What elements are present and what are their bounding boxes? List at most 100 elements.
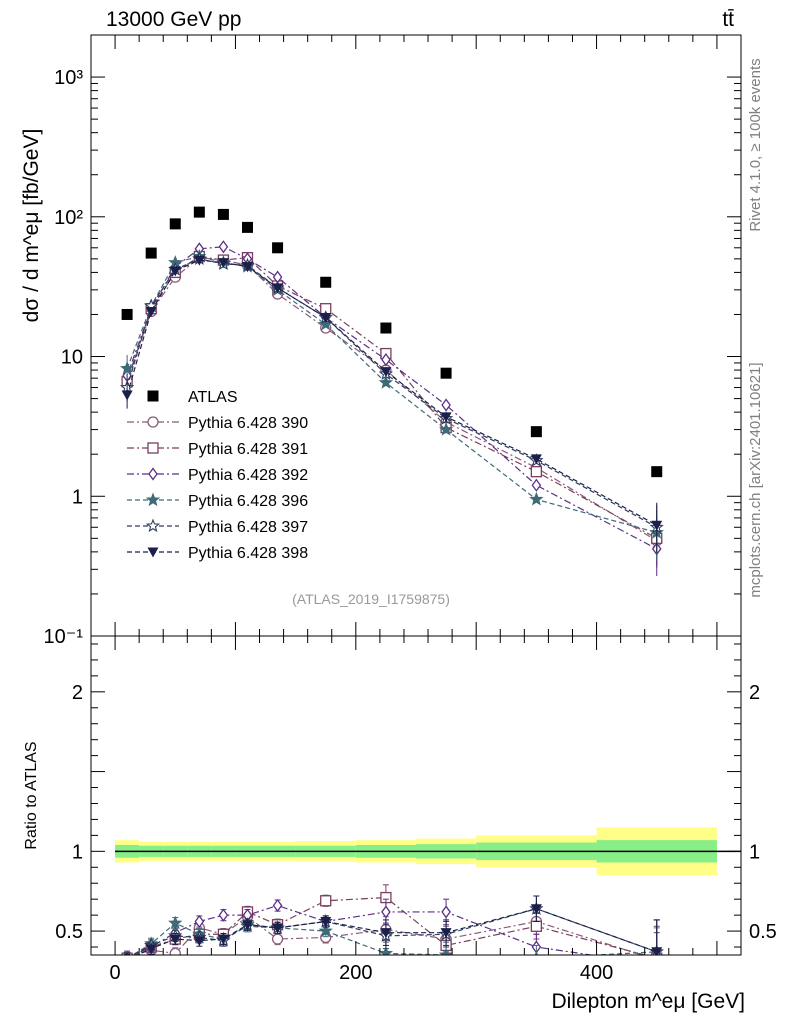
- ratio-y-tick-label-left: 1: [72, 841, 83, 863]
- ratio-panel: 0.5 0.5 1 1 2 2 0 200 400 Ratio to ATLAS Dilepton …: [23, 635, 777, 1013]
- data-point: [272, 283, 284, 294]
- rivet-label: Rivet 4.1.0, ≥ 100k events: [747, 58, 764, 231]
- ratio-line: [131, 922, 657, 955]
- y-tick-label: 10⁻¹: [44, 626, 84, 648]
- data-point: [169, 218, 181, 230]
- data-point: [193, 255, 205, 266]
- data-point: [241, 262, 253, 273]
- ratio-point: [193, 936, 205, 947]
- ratio-y-tick-label-right: 2: [749, 682, 760, 704]
- source-label: mcplots.cern.ch [arXiv:2401.10621]: [747, 362, 764, 597]
- y-tick-label: 10³: [54, 67, 83, 89]
- ratio-point: [440, 928, 452, 939]
- x-tick-label: 0: [110, 962, 121, 984]
- data-point: [241, 221, 253, 233]
- legend-marker: [145, 492, 161, 507]
- legend-marker: [148, 467, 158, 481]
- legend: ATLAS Pythia 6.428 390 Pythia 6.428 391 Pyt…: [127, 389, 308, 562]
- ratio-line: [136, 908, 657, 955]
- ratio-point: [653, 954, 660, 955]
- x-tick-label: 200: [339, 962, 372, 984]
- series-line: [126, 255, 657, 534]
- data-point: [380, 322, 392, 334]
- ratio-point: [168, 915, 183, 930]
- ratio-point: [218, 908, 229, 922]
- main-y-ticks: 10⁻¹ 1 10 10² 10³: [44, 34, 741, 648]
- ratio-point: [378, 945, 394, 955]
- data-point: [119, 361, 135, 375]
- data-point: [145, 247, 157, 259]
- series-0: [121, 206, 663, 478]
- ratio-point: [441, 905, 451, 919]
- x-axis-title: Dilepton m^eμ [GeV]: [551, 990, 745, 1013]
- ratio-point: [530, 920, 543, 932]
- y-tick-label: 10²: [54, 207, 83, 229]
- ratio-point: [320, 895, 332, 907]
- legend-label: ATLAS: [188, 389, 238, 406]
- data-point: [217, 258, 229, 269]
- data-point: [440, 412, 452, 423]
- ratio-point: [653, 959, 661, 970]
- data-point: [440, 367, 452, 379]
- ratio-y-tick-label-right: 0.5: [749, 921, 777, 943]
- data-point: [651, 520, 663, 531]
- ratio-x-ticks: 0 200 400: [110, 636, 718, 984]
- legend-label: Pythia 6.428 396: [188, 493, 308, 510]
- main-y-axis-title: dσ / d m^eμ [fb/GeV]: [20, 129, 43, 323]
- legend-marker: [147, 390, 159, 402]
- data-point: [531, 478, 542, 492]
- analysis-label: (ATLAS_2019_I1759875): [292, 591, 450, 607]
- series-line: [126, 257, 658, 542]
- data-point: [530, 426, 542, 438]
- ratio-point: [217, 934, 229, 945]
- ratio-point: [272, 898, 283, 913]
- legend-marker: [147, 442, 159, 454]
- ratio-point: [169, 934, 181, 945]
- data-point: [169, 266, 181, 277]
- data-point: [320, 276, 332, 288]
- y-tick-label: 10: [61, 347, 83, 369]
- data-point: [380, 367, 392, 378]
- data-point: [193, 206, 205, 218]
- data-point: [381, 353, 391, 367]
- ratio-point: [530, 904, 542, 915]
- ratio-point: [381, 905, 391, 919]
- legend-marker: [145, 518, 161, 533]
- ratio-point: [271, 933, 284, 945]
- ratio-y-axis-title: Ratio to ATLAS: [23, 741, 40, 849]
- ratio-point: [651, 947, 663, 955]
- ratio-point: [438, 947, 454, 955]
- ratio-point: [122, 955, 133, 965]
- legend-label: Pythia 6.428 391: [188, 441, 308, 458]
- ratio-y-ticks: 0.5 0.5 1 1 2 2: [55, 643, 777, 948]
- data-point: [438, 422, 454, 436]
- main-series: [119, 206, 664, 576]
- ratio-point: [169, 947, 181, 955]
- data-point: [121, 390, 133, 401]
- data-point: [651, 466, 663, 478]
- ratio-point: [318, 923, 333, 938]
- data-point: [320, 313, 332, 324]
- ratio-point: [320, 917, 332, 928]
- main-x-ticks: [114, 35, 718, 636]
- series-line: [126, 246, 658, 550]
- data-point: [145, 307, 157, 318]
- ratio-point: [534, 950, 539, 955]
- ratio-frame: [90, 635, 742, 956]
- legend-label: Pythia 6.428 398: [188, 545, 308, 562]
- main-panel: 10⁻¹ 1 10 10² 10³ dσ / d m^eμ [fb/GeV] (ATLAS_…: [20, 34, 742, 648]
- legend-marker: [147, 547, 159, 558]
- ratio-series: [121, 884, 664, 970]
- ratio-point: [272, 923, 284, 934]
- ratio-point: [380, 928, 392, 939]
- legend-label: Pythia 6.428 397: [188, 519, 308, 536]
- energy-label: 13000 GeV pp: [106, 8, 241, 31]
- data-point: [217, 208, 229, 220]
- process-label: tt̄: [722, 8, 734, 31]
- series-line: [126, 258, 658, 528]
- ratio-y-tick-label-right: 1: [749, 841, 760, 863]
- series-line: [126, 259, 658, 526]
- series-6: [121, 255, 663, 553]
